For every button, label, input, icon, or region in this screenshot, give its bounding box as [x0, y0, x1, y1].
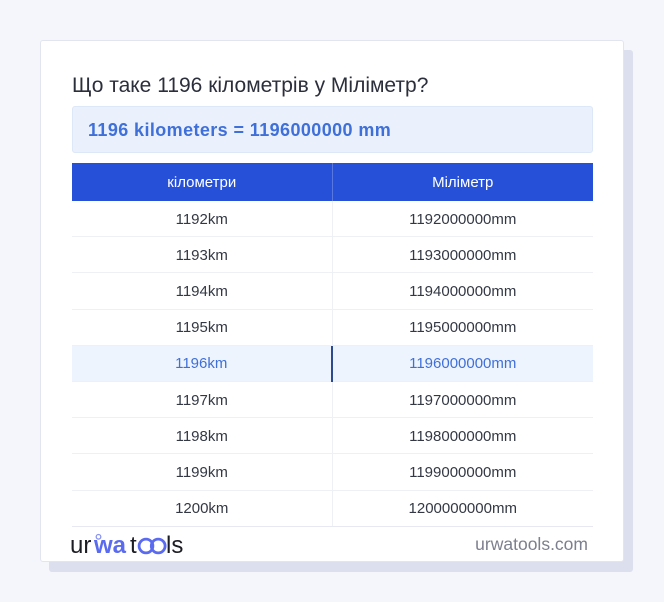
svg-text:t: t — [130, 532, 137, 559]
svg-text:ls: ls — [166, 532, 183, 559]
svg-text:ur: ur — [70, 532, 91, 559]
svg-text:wa: wa — [93, 532, 127, 559]
